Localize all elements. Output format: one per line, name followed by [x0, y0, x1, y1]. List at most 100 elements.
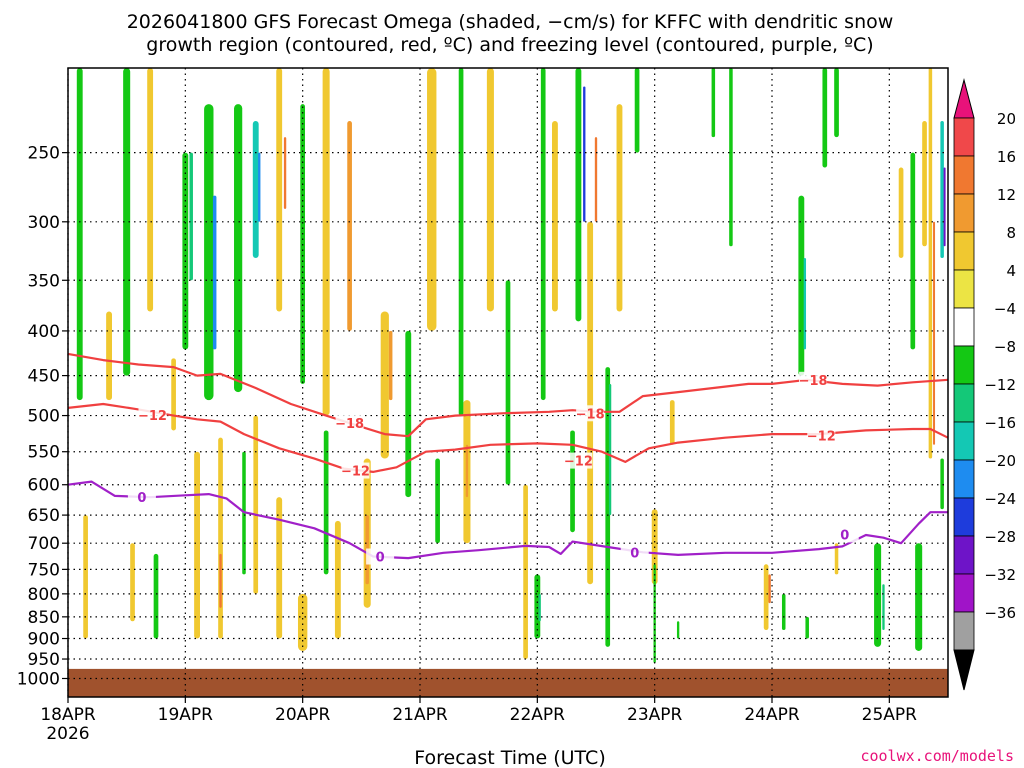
omega-cell — [534, 574, 541, 639]
omega-cell — [123, 68, 131, 376]
colorbar-label: −32 — [984, 566, 1016, 584]
omega-cell — [505, 280, 511, 485]
colorbar-label: −28 — [984, 528, 1016, 546]
colorbar-bin — [953, 231, 975, 271]
omega-cell — [189, 152, 193, 281]
colorbar-bin — [953, 193, 975, 233]
omega-cell — [711, 68, 716, 138]
colorbar-bin — [953, 459, 975, 499]
colorbar-label: 16 — [997, 148, 1016, 166]
omega-cell — [435, 458, 440, 544]
omega-cell — [940, 458, 944, 510]
y-tick-label: 800 — [28, 585, 60, 605]
omega-cell — [334, 520, 341, 639]
omega-cell — [323, 430, 329, 575]
contour-label: 0 — [630, 546, 639, 561]
colorbar-label: −16 — [984, 414, 1016, 432]
omega-cell — [153, 553, 159, 639]
x-axis-label: Forecast Time (UTC) — [414, 747, 605, 768]
omega-cell — [834, 68, 839, 138]
contour-label: 0 — [376, 551, 385, 566]
omega-cell — [106, 311, 112, 401]
contour-label: 0 — [840, 528, 849, 543]
omega-cell — [540, 68, 546, 401]
omega-cell — [182, 152, 189, 350]
omega-cell — [218, 437, 223, 639]
omega-shading — [76, 68, 946, 664]
colorbar-bin — [953, 307, 975, 347]
omega-cell — [427, 68, 437, 331]
omega-cell — [253, 415, 259, 594]
x-tick-label: 25APR — [862, 705, 918, 725]
omega-cell — [933, 221, 936, 445]
omega-cell — [943, 167, 946, 247]
colorbar-bin — [953, 535, 975, 575]
colorbar-bin — [953, 383, 975, 423]
omega-cell — [258, 152, 261, 222]
contour-label: −12 — [138, 409, 167, 424]
omega-cell — [297, 593, 308, 651]
y-tick-label: 1000 — [17, 669, 60, 689]
omega-cell — [388, 330, 393, 401]
contour-label-bg — [335, 415, 364, 432]
colorbar-label: −8 — [994, 338, 1016, 356]
omega-cell — [634, 68, 640, 153]
chart-title-line-2: growth region (contoured, red, ºC) and f… — [146, 34, 873, 56]
y-tick-label: 750 — [28, 560, 60, 580]
colorbar-label: 8 — [1006, 224, 1016, 242]
omega-cell — [729, 68, 733, 247]
omega-cell — [552, 121, 558, 312]
omega-cell — [212, 195, 217, 350]
omega-cell — [523, 484, 528, 660]
omega-cell — [898, 167, 904, 258]
omega-cell — [171, 358, 176, 431]
isotherm-minus-12-line — [67, 402, 949, 473]
omega-cell — [458, 68, 464, 416]
omega-cell — [283, 137, 287, 209]
omega-cell — [575, 68, 582, 322]
colorbar-label: 4 — [1006, 262, 1016, 280]
colorbar: 20 16 12 8 4 −4 −8 −12 −16 −20 −24 −28 −32 −36 — [953, 78, 1016, 691]
colorbar-bin — [953, 155, 975, 195]
colorbar-bin — [953, 421, 975, 461]
colorbar-top-arrow — [953, 78, 975, 119]
omega-cell — [583, 86, 586, 222]
gridlines — [67, 68, 948, 697]
omega-cell — [83, 515, 88, 639]
colorbar-bottom-arrow — [953, 649, 975, 691]
contour-label-bg — [366, 548, 395, 565]
x-year-label: 2026 — [46, 724, 89, 744]
omega-cell — [405, 330, 412, 498]
y-tick-label: 850 — [28, 608, 60, 628]
omega-cell — [676, 621, 680, 639]
omega-cell — [204, 104, 214, 401]
omega-cell — [834, 543, 839, 575]
omega-cell — [669, 400, 675, 445]
omega-cell — [608, 383, 612, 516]
x-tick-label: 21APR — [392, 705, 448, 725]
omega-cell — [928, 68, 933, 459]
omega-cell — [380, 311, 389, 459]
x-tick-label: 23APR — [627, 705, 683, 725]
colorbar-bin — [953, 611, 975, 651]
omega-cell — [915, 543, 923, 651]
contour-label-bg — [830, 526, 859, 543]
y-tick-label: 350 — [28, 271, 60, 291]
contour-label-bg — [564, 452, 593, 469]
contour-label-bg — [576, 405, 605, 422]
omega-cell — [252, 121, 259, 258]
colorbar-label: −24 — [984, 490, 1016, 508]
colorbar-label: 12 — [997, 186, 1016, 204]
omega-cell — [781, 593, 786, 631]
omega-cell — [130, 543, 135, 622]
omega-cell — [194, 451, 200, 639]
colorbar-bin — [953, 269, 975, 309]
omega-cell — [594, 137, 598, 222]
contour-label: −18 — [335, 417, 364, 432]
omega-cell — [234, 104, 243, 393]
x-tick-label: 19APR — [158, 705, 214, 725]
y-tick-label: 300 — [28, 213, 60, 233]
omega-cell — [910, 152, 916, 350]
y-tick-label: 400 — [28, 322, 60, 342]
y-tick-label: 700 — [28, 534, 60, 554]
